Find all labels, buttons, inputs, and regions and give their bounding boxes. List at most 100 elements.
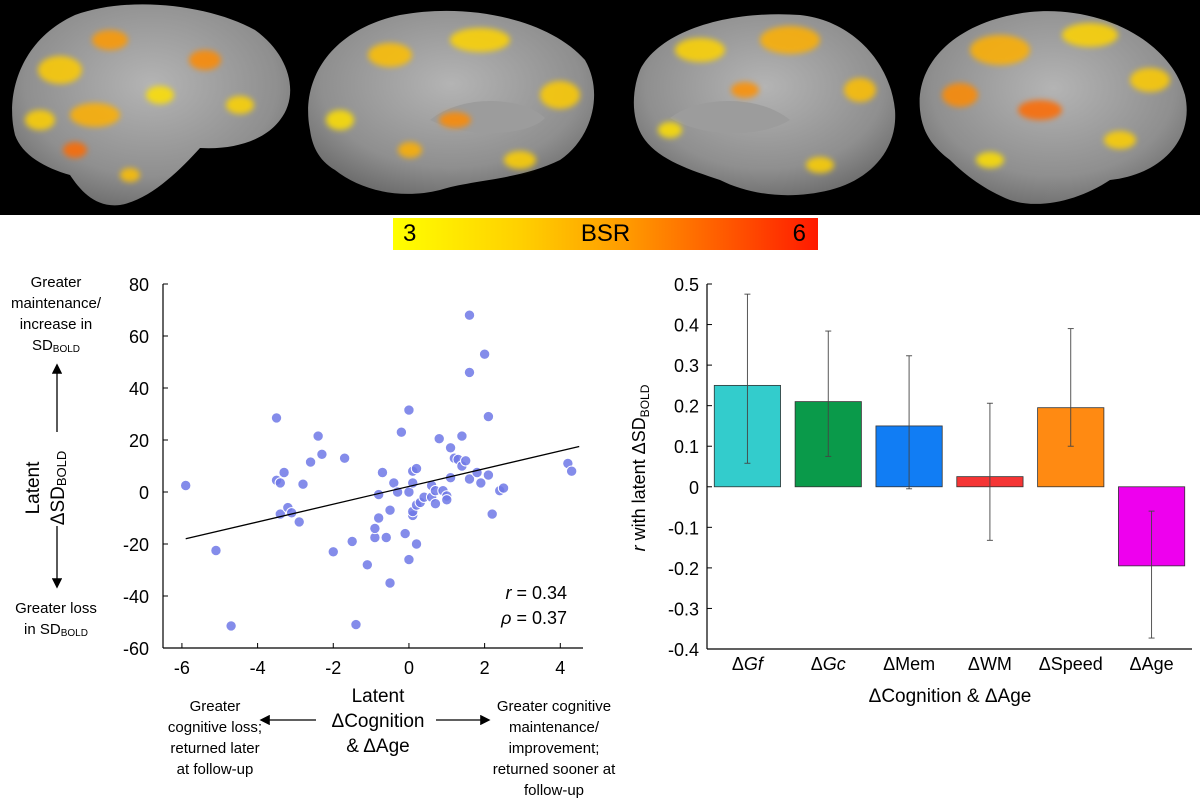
x-left-note-line: at follow-up [176, 761, 254, 778]
x-right-note-line: follow-up [523, 782, 585, 799]
bar-y-tick-label: -0.1 [668, 518, 699, 538]
scatter-x-tick-label: -4 [250, 658, 266, 678]
scatter-point [478, 348, 491, 360]
scatter-point [463, 309, 476, 321]
bar-y-tick-label: 0.5 [674, 275, 699, 295]
x-left-note-line: returned later [170, 740, 260, 757]
scatter-point [482, 469, 495, 481]
scatter-point [270, 412, 283, 424]
bar-category-labels: ΔGf ΔGc ΔMem ΔWM ΔSpeed ΔAge [732, 654, 1174, 674]
bar-y-tick-label: 0 [689, 478, 699, 498]
bar-y-axis-label: r with latent ΔSDBOLD [629, 384, 652, 551]
scatter-point [316, 448, 328, 460]
scatter-y-tick-label: -40 [123, 587, 149, 607]
y-top-note: Greater maintenance/ increase in SDBOLD [0, 272, 112, 360]
scatter-x-tick-label: 4 [555, 658, 565, 678]
brain-surface-maps [0, 0, 1200, 215]
scatter-y-tick-label: 20 [129, 431, 149, 451]
stat-rho: ρ = 0.37 [500, 608, 567, 628]
x-axis-label-line: Latent [351, 686, 405, 707]
scatter-point [410, 462, 423, 475]
scatter-point [441, 494, 453, 506]
scatter-point [395, 426, 408, 438]
scatter-point [278, 466, 290, 479]
scatter-point [327, 546, 339, 558]
scatter-point [482, 410, 495, 423]
brain-left-medial [308, 10, 595, 194]
scatter-point [403, 404, 415, 416]
scatter-y-tick-label: -20 [123, 535, 149, 555]
scatter-point [433, 433, 445, 445]
x-axis-label-line: ΔCognition [331, 711, 425, 732]
scatter-y-tick-label: 0 [139, 483, 149, 503]
bar-category-label: ΔGf [732, 654, 765, 674]
scatter-point [475, 477, 487, 489]
bar-category-label: ΔGc [811, 654, 846, 674]
x-right-note-line: returned sooner at [492, 761, 616, 778]
scatter-point [463, 473, 476, 485]
scatter-points [180, 309, 578, 632]
bar-y-tick-label: -0.3 [668, 599, 699, 619]
scatter-y-tick-label: 60 [129, 327, 149, 347]
scatter-point [376, 466, 389, 479]
x-right-note: Greater cognitive maintenance/ improveme… [480, 696, 628, 801]
scatter-y-tick-label: 80 [129, 275, 149, 295]
colorbar-max-label: 6 [792, 220, 806, 247]
colorbar-min-label: 3 [403, 220, 417, 247]
scatter-point [460, 455, 472, 467]
scatter-point [346, 535, 358, 548]
x-right-note-line: maintenance/ [508, 719, 600, 736]
x-axis-label-line: & ΔAge [346, 736, 410, 757]
bar-axes [706, 284, 1192, 650]
scatter-point [565, 465, 578, 477]
scatter-y-tick-label: -60 [123, 639, 149, 659]
regression-line [185, 445, 580, 540]
scatter-x-tick-label: -6 [174, 658, 190, 678]
scatter-x-tick-label: -2 [325, 658, 341, 678]
x-left-note: Greater cognitive loss; returned later a… [150, 696, 280, 780]
scatter-point [380, 531, 392, 544]
scatter-point [429, 498, 442, 510]
bar-y-tick-label: 0.1 [674, 437, 699, 457]
scatter-point [372, 512, 385, 524]
colorbar-title: BSR [580, 220, 631, 247]
x-right-note-line: Greater cognitive [496, 698, 612, 715]
scatter-point [486, 508, 498, 520]
bar-category-label: ΔWM [968, 654, 1012, 674]
brain-right-medial [633, 14, 896, 196]
brain-right-lateral [919, 11, 1187, 204]
y-top-note-line: Greater [30, 274, 82, 291]
scatter-point [350, 618, 362, 631]
scatter-point [399, 527, 411, 540]
scatter-point [384, 504, 396, 516]
bar-y-tick-label: 0.4 [674, 316, 699, 336]
scatter-point [293, 516, 305, 528]
scatter-x-tick-label: 2 [480, 658, 490, 678]
y-top-note-line: SDBOLD [31, 337, 81, 355]
y-bottom-note: Greater loss in SDBOLD [0, 598, 112, 644]
bar-series [713, 384, 1186, 567]
scatter-point [297, 478, 309, 490]
scatter-point [410, 538, 423, 550]
scatter-point [403, 553, 415, 566]
scatter-point [338, 452, 351, 464]
scatter-point [225, 620, 237, 632]
y-top-note-line: increase in [19, 316, 93, 333]
scatter-point [497, 482, 510, 494]
scatter-point [361, 559, 374, 571]
scatter-point [210, 544, 222, 557]
scatter-point [369, 522, 381, 535]
x-left-note-line: Greater [189, 698, 241, 715]
x-left-note-line: cognitive loss; [167, 719, 263, 736]
brain-left-lateral [12, 4, 291, 206]
scatter-axes [162, 284, 583, 649]
bar-y-tick-label: -0.4 [668, 640, 699, 660]
bar-category-label: ΔMem [883, 654, 935, 674]
scatter-point [456, 430, 468, 442]
scatter-point [312, 430, 324, 442]
stat-r: r = 0.34 [505, 583, 567, 603]
